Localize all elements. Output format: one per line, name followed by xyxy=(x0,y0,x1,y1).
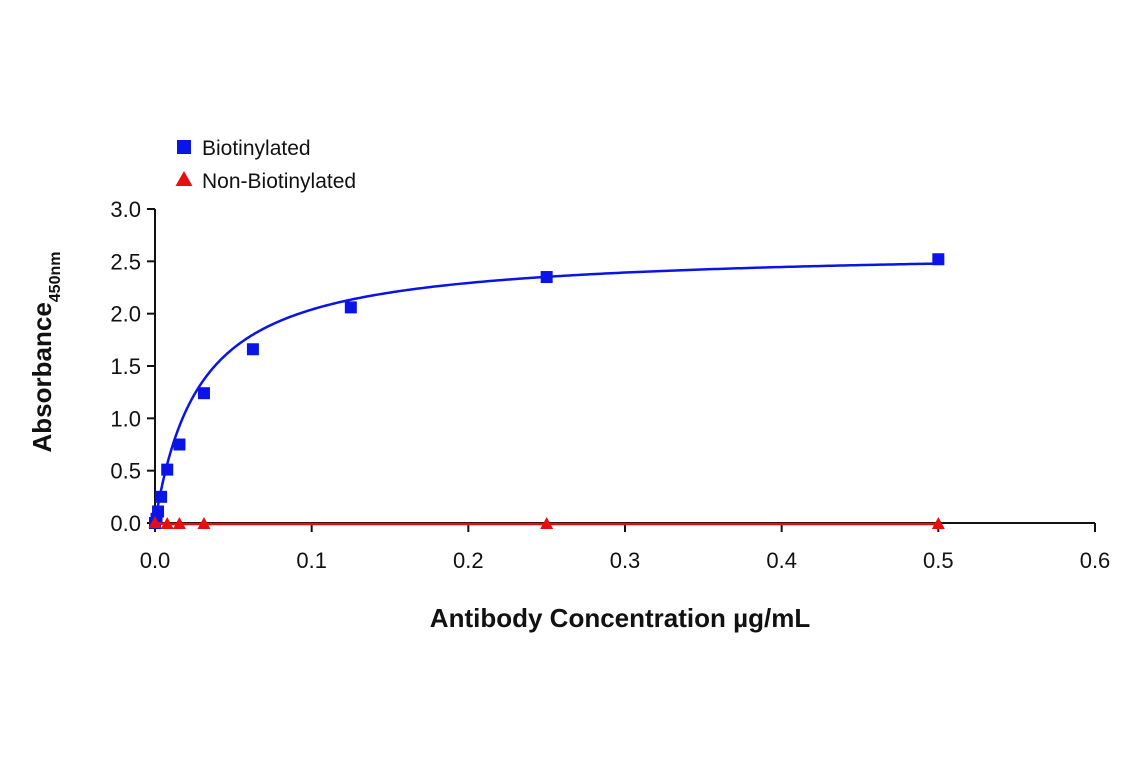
series-line xyxy=(153,262,939,524)
y-tick-label: 1.0 xyxy=(110,406,141,431)
legend-marker-square xyxy=(177,140,191,154)
legend-marker-triangle xyxy=(175,171,193,186)
y-tick-label: 2.0 xyxy=(110,302,141,327)
y-tick-label: 3.0 xyxy=(110,197,141,222)
y-tick-label: 0.5 xyxy=(110,459,141,484)
legend-item-non-biotinylated: Non-Biotinylated xyxy=(175,170,356,193)
axes-layer: 0.0 0.5 1.0 1.5 2.0 2.5 3.0 0.0 0.1 0.2 0.3 0.4 0.5 0… xyxy=(110,197,1110,573)
x-tick-label: 0.0 xyxy=(140,548,171,573)
data-point-triangle xyxy=(160,517,174,530)
data-point-triangle xyxy=(540,517,554,530)
x-tick-label: 0.6 xyxy=(1080,548,1111,573)
data-point-square xyxy=(155,490,168,503)
series-biotinylated xyxy=(149,253,945,529)
x-tick-label: 0.2 xyxy=(453,548,484,573)
data-point-square xyxy=(173,438,186,451)
x-tick-label: 0.5 xyxy=(923,548,954,573)
data-point-square xyxy=(932,253,945,266)
x-tick-label: 0.3 xyxy=(610,548,641,573)
data-point-square xyxy=(344,301,357,314)
y-tick-label: 0.0 xyxy=(110,511,141,536)
series-non-biotinylated xyxy=(148,516,945,530)
x-tick-label: 0.4 xyxy=(766,548,797,573)
data-point-square xyxy=(152,505,165,518)
data-point-square xyxy=(197,387,210,400)
data-point-square xyxy=(540,271,553,284)
legend-item-biotinylated: Biotinylated xyxy=(177,137,311,160)
legend-label: Non-Biotinylated xyxy=(202,170,356,193)
series-layer xyxy=(148,253,945,530)
legend-label: Biotinylated xyxy=(202,137,311,160)
y-axis-title-subscript: 450nm xyxy=(47,252,64,303)
data-point-square xyxy=(246,343,259,356)
data-point-triangle xyxy=(197,517,211,530)
legend-layer: Biotinylated Non-Biotinylated xyxy=(175,137,356,193)
data-point-triangle xyxy=(172,517,186,530)
y-axis-title-main: Absorbance xyxy=(27,302,57,452)
data-point-triangle xyxy=(148,516,162,528)
data-point-triangle xyxy=(931,517,945,530)
x-tick-label: 0.1 xyxy=(296,548,327,573)
y-axis-title: Absorbance450nm xyxy=(27,252,64,453)
titles-layer: Antibody Concentration µg/mL Absorbance4… xyxy=(27,252,810,633)
y-tick-label: 2.5 xyxy=(110,249,141,274)
y-tick-label: 1.5 xyxy=(110,354,141,379)
data-point-square xyxy=(161,463,174,476)
x-axis-title: Antibody Concentration µg/mL xyxy=(430,603,811,633)
